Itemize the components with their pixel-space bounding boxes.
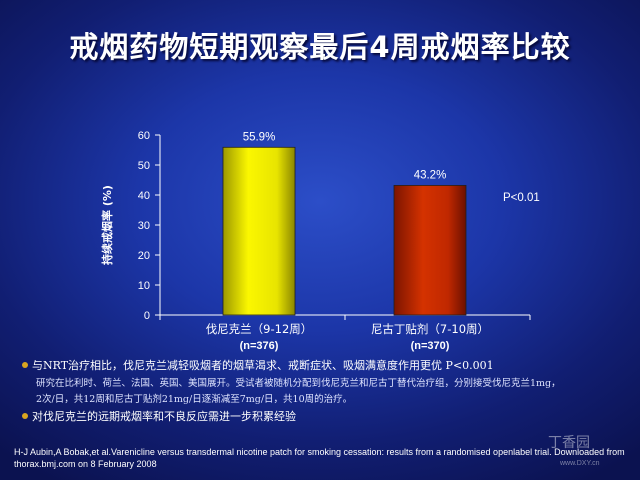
y-tick-label: 40 xyxy=(138,190,150,202)
y-tick-label: 30 xyxy=(138,220,150,232)
bullet-note-2: 对伐尼克兰的远期戒烟率和不良反应需进一步积累经验 xyxy=(32,410,296,423)
detail-note-2: 2次/日，共12周和尼古丁贴剂21mg/日逐渐减至7mg/日，共10周的治疗。 xyxy=(36,394,353,405)
y-tick-label: 20 xyxy=(138,250,150,262)
detail-note-1: 研究在比利时、荷兰、法国、英国、美国展开。受试者被随机分配到伐尼克兰和尼古丁替代… xyxy=(36,378,561,389)
reference-citation: H-J Aubin,A Bobak,et al.Varenicline vers… xyxy=(14,447,625,469)
watermark-logo: 丁香园 xyxy=(548,435,590,451)
p-value-annotation: P<0.01 xyxy=(503,192,540,204)
x-category-count: (n=376) xyxy=(240,340,279,352)
bar-value-label: 43.2% xyxy=(414,169,447,181)
bullet-dot xyxy=(22,362,28,368)
bar-2 xyxy=(393,184,467,316)
x-category-label: 尼古丁贴剂（7-10周） xyxy=(371,322,489,336)
y-tick-label: 60 xyxy=(138,130,150,142)
bullet-note-1: 与NRT治疗相比，伐尼克兰减轻吸烟者的烟草渴求、戒断症状、吸烟满意度作用更优 P… xyxy=(32,359,494,372)
y-axis-title: 持续戒烟率 (%) xyxy=(100,185,114,265)
slide-title: 戒烟药物短期观察最后4周戒烟率比较 xyxy=(69,30,571,64)
bar-value-label: 55.9% xyxy=(243,131,276,143)
y-tick-label: 50 xyxy=(138,160,150,172)
bullet-dot xyxy=(22,413,28,419)
x-category-count: (n=370) xyxy=(411,340,450,352)
watermark-url: www.DXY.cn xyxy=(560,460,600,467)
bar-1 xyxy=(222,146,296,316)
x-category-label: 伐尼克兰（9-12周） xyxy=(206,322,313,336)
y-tick-label: 0 xyxy=(144,310,150,322)
y-tick-label: 10 xyxy=(138,280,150,292)
